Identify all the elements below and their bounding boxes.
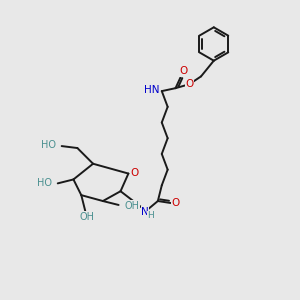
Text: OH: OH xyxy=(124,201,140,211)
Text: O: O xyxy=(185,79,194,89)
Text: O: O xyxy=(179,67,188,76)
Text: H: H xyxy=(148,211,154,220)
Text: O: O xyxy=(130,168,138,178)
Text: N: N xyxy=(141,207,149,217)
Text: HN: HN xyxy=(144,85,160,95)
Text: O: O xyxy=(171,198,180,208)
Text: HO: HO xyxy=(37,178,52,188)
Text: HO: HO xyxy=(41,140,56,150)
Text: OH: OH xyxy=(80,212,95,222)
